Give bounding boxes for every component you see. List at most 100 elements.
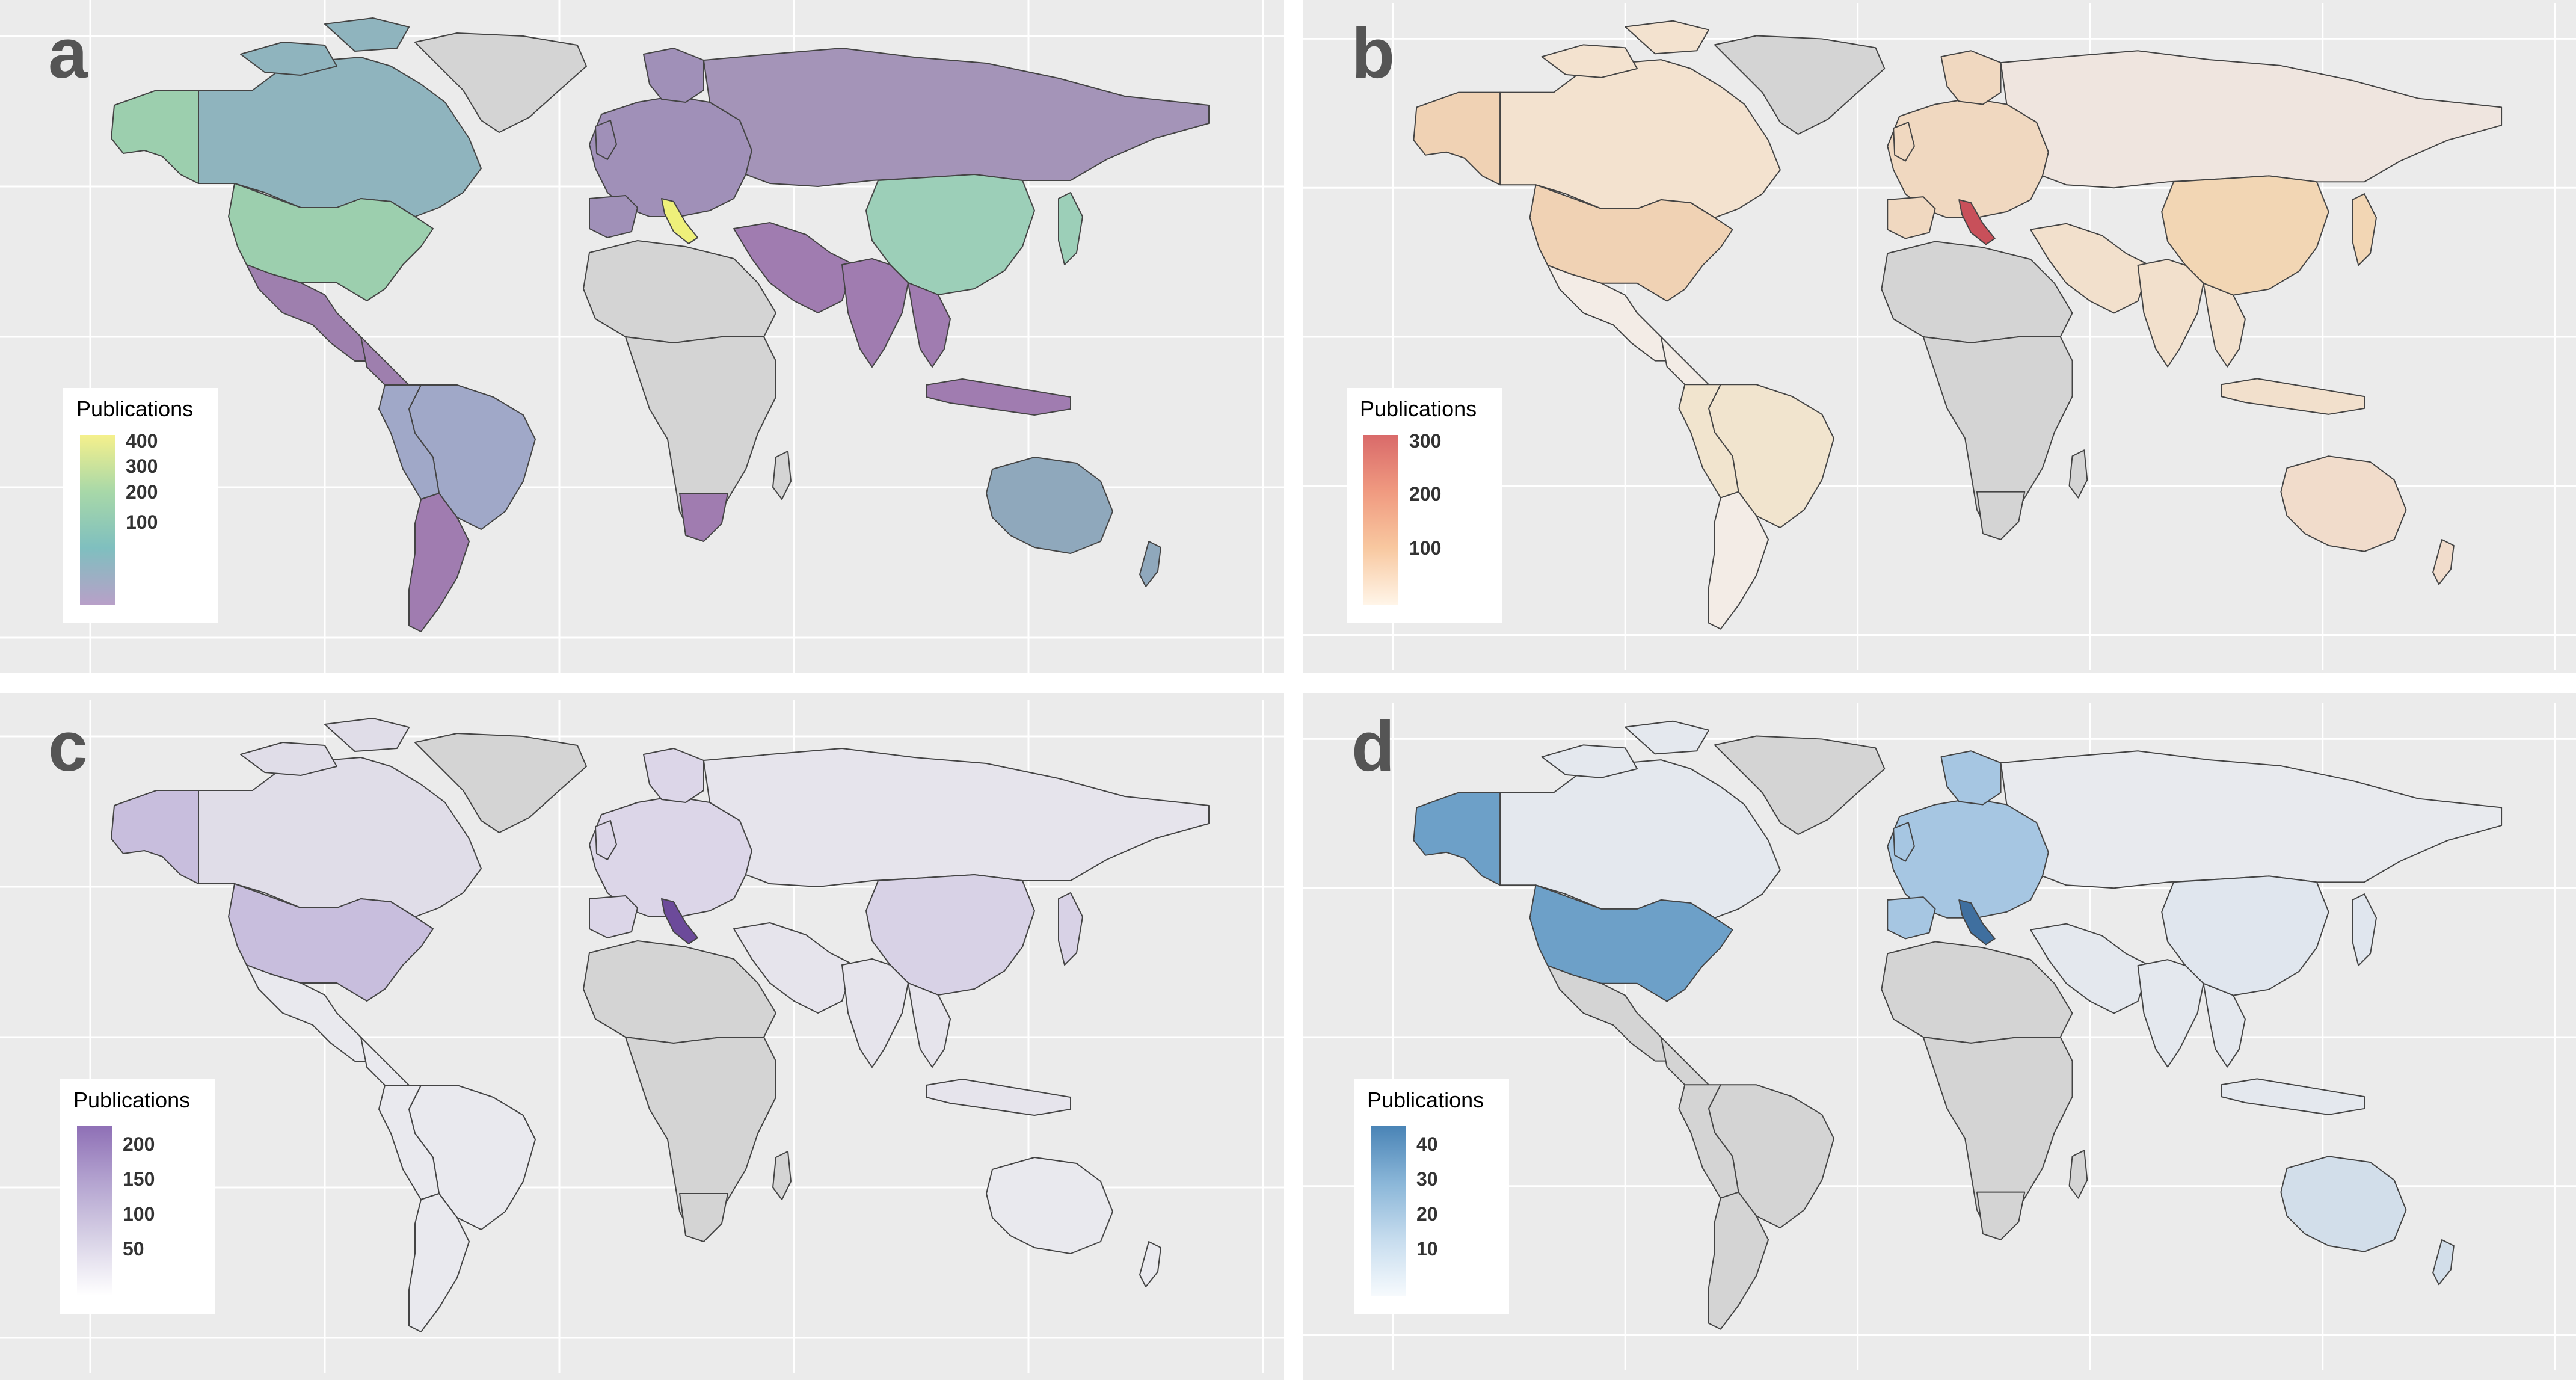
country-region-nz	[2432, 538, 2455, 585]
country-region-europe	[589, 96, 752, 217]
country-region-indonesia	[2221, 1078, 2365, 1115]
country-region-seasia	[2203, 282, 2246, 368]
country-region-europe	[1887, 97, 2049, 218]
country-region-japan	[1058, 892, 1083, 966]
country-region-iberia	[1887, 896, 1936, 940]
country-region-australia	[2280, 1156, 2407, 1252]
country-region-india	[2137, 259, 2204, 368]
country-region-china	[2161, 875, 2329, 996]
country-region-russia	[2000, 750, 2503, 889]
country-region-alaska	[111, 90, 199, 184]
legend-colorbar-b	[1363, 435, 1398, 605]
legend-tick: 300	[126, 455, 158, 477]
map-panel-a: a Publications 400 300 200 100	[0, 0, 1284, 673]
country-region-nz	[1139, 541, 1161, 587]
country-region-africa_s	[625, 1037, 776, 1236]
legend-tick: 300	[1409, 430, 1442, 452]
country-region-russia	[703, 748, 1210, 887]
country-region-uk	[595, 820, 617, 860]
country-region-arctic1	[240, 742, 337, 776]
legend-tick: 30	[1416, 1168, 1438, 1190]
country-region-india	[841, 258, 909, 368]
country-region-uk	[1893, 822, 1915, 862]
country-region-scandinavia	[1940, 750, 2002, 806]
country-region-japan	[2352, 193, 2377, 266]
legend-tick: 100	[1409, 537, 1442, 559]
country-region-russia	[703, 48, 1210, 187]
legend-a: Publications 400 300 200 100	[63, 388, 218, 623]
country-region-africa_n	[1881, 241, 2073, 343]
country-region-canada	[198, 757, 482, 917]
country-region-india	[2137, 959, 2204, 1068]
map-panel-c: c Publications 200 150 100 50	[0, 693, 1284, 1380]
country-region-alaska	[1413, 91, 1501, 186]
country-region-safrica	[679, 493, 728, 542]
legend-tick: 10	[1416, 1238, 1438, 1260]
legend-colorbar-c	[77, 1126, 112, 1296]
country-region-africa_n	[583, 240, 776, 343]
legend-tick: 100	[126, 511, 158, 533]
country-region-africa_n	[583, 940, 776, 1044]
country-region-europe	[589, 796, 752, 917]
country-region-uk	[1893, 122, 1915, 162]
country-region-russia	[2000, 50, 2503, 189]
country-region-usa	[228, 883, 434, 1002]
map-panel-d: d Publications 40 30 20 10	[1303, 693, 2576, 1380]
country-region-alaska	[1413, 792, 1501, 886]
country-region-madagascar	[2068, 449, 2088, 499]
country-region-arctic1	[1541, 44, 1638, 78]
country-region-argentina	[408, 1193, 470, 1332]
country-region-arctic2	[1625, 20, 1709, 55]
legend-tick: 20	[1416, 1203, 1438, 1225]
country-region-iberia	[589, 895, 638, 938]
country-region-seasia	[908, 282, 951, 368]
country-region-seasia	[908, 982, 951, 1068]
legend-title-b: Publications	[1360, 396, 1477, 421]
country-region-arctic1	[1541, 744, 1638, 778]
country-region-safrica	[1976, 1191, 2026, 1240]
country-region-arctic1	[240, 42, 337, 76]
country-region-italy	[661, 198, 698, 244]
country-region-china	[865, 874, 1035, 996]
country-region-nz	[2432, 1239, 2455, 1286]
legend-colorbar-a	[80, 435, 115, 605]
panel-letter-b: b	[1351, 14, 1395, 93]
world-map-a	[0, 0, 1284, 673]
country-region-europe	[1887, 798, 2049, 919]
country-region-australia	[986, 457, 1113, 554]
country-region-africa_s	[1922, 336, 2073, 535]
country-region-arctic2	[324, 17, 410, 52]
country-region-mideast	[733, 222, 855, 313]
country-region-madagascar	[772, 451, 792, 500]
country-region-canada	[1499, 759, 1781, 919]
legend-title-d: Publications	[1367, 1088, 1484, 1112]
world-map-c	[0, 700, 1284, 1373]
country-region-greenland	[1714, 35, 1886, 135]
country-region-india	[841, 958, 909, 1068]
legend-tick: 40	[1416, 1133, 1438, 1155]
country-region-argentina	[408, 493, 470, 632]
country-region-australia	[986, 1157, 1113, 1254]
country-region-mideast	[2030, 223, 2151, 314]
country-region-indonesia	[926, 1079, 1071, 1116]
country-region-argentina	[1708, 491, 1769, 630]
country-region-arctic2	[1625, 720, 1709, 755]
world-map-b	[1303, 2, 2576, 670]
country-region-scandinavia	[643, 748, 704, 803]
country-region-japan	[2352, 893, 2377, 967]
country-region-australia	[2280, 455, 2407, 552]
legend-colorbar-d	[1371, 1126, 1406, 1296]
country-region-usa	[1529, 184, 1733, 302]
country-region-canada	[198, 57, 482, 217]
country-region-china	[865, 174, 1035, 295]
country-region-argentina	[1708, 1191, 1769, 1330]
country-region-uk	[595, 120, 617, 160]
country-region-mideast	[2030, 923, 2151, 1014]
country-region-safrica	[679, 1193, 728, 1242]
legend-tick: 50	[123, 1238, 144, 1260]
country-region-nz	[1139, 1241, 1161, 1287]
legend-tick: 150	[123, 1168, 155, 1190]
country-region-seasia	[2203, 982, 2246, 1068]
country-region-iberia	[1887, 196, 1936, 239]
legend-title-c: Publications	[73, 1088, 191, 1112]
